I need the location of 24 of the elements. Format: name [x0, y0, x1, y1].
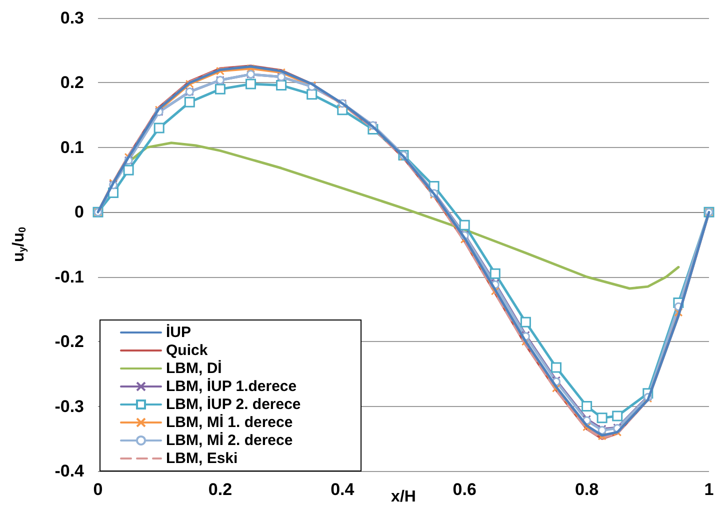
x-tick-label: 0	[93, 480, 103, 499]
x-tick-label: 0.4	[330, 480, 355, 499]
x-tick-label: 1	[704, 480, 714, 499]
x-axis-title: x/H	[391, 488, 416, 506]
legend-label: LBM, Eski	[166, 450, 238, 467]
legend-label: İUP	[166, 324, 192, 341]
legend-label: LBM, Mİ 1. derece	[166, 414, 293, 431]
legend-label: LBM, İUP 2. derece	[166, 396, 301, 413]
y-tick-label: 0.2	[60, 73, 84, 92]
y-tick-label: 0.3	[60, 8, 84, 28]
legend-label: LBM, Mİ 2. derece	[166, 432, 293, 449]
x-tick-label: 0.8	[574, 480, 599, 499]
y-tick-label: -0.2	[54, 332, 84, 352]
y-axis-title: uy/u0	[10, 226, 28, 262]
legend-label: LBM, Dİ	[166, 360, 222, 377]
legend-label: LBM, İUP 1.derece	[166, 378, 297, 395]
legend-label: Quick	[166, 342, 208, 359]
y-tick-label: -0.3	[54, 396, 84, 416]
y-tick-label: 0	[74, 202, 84, 222]
x-tick-label: 0.2	[208, 480, 232, 499]
y-tick-label: -0.4	[54, 462, 85, 480]
x-tick-label: 0.6	[452, 480, 476, 499]
y-tick-label: -0.1	[54, 267, 84, 286]
y-tick-label: 0.1	[60, 138, 84, 157]
